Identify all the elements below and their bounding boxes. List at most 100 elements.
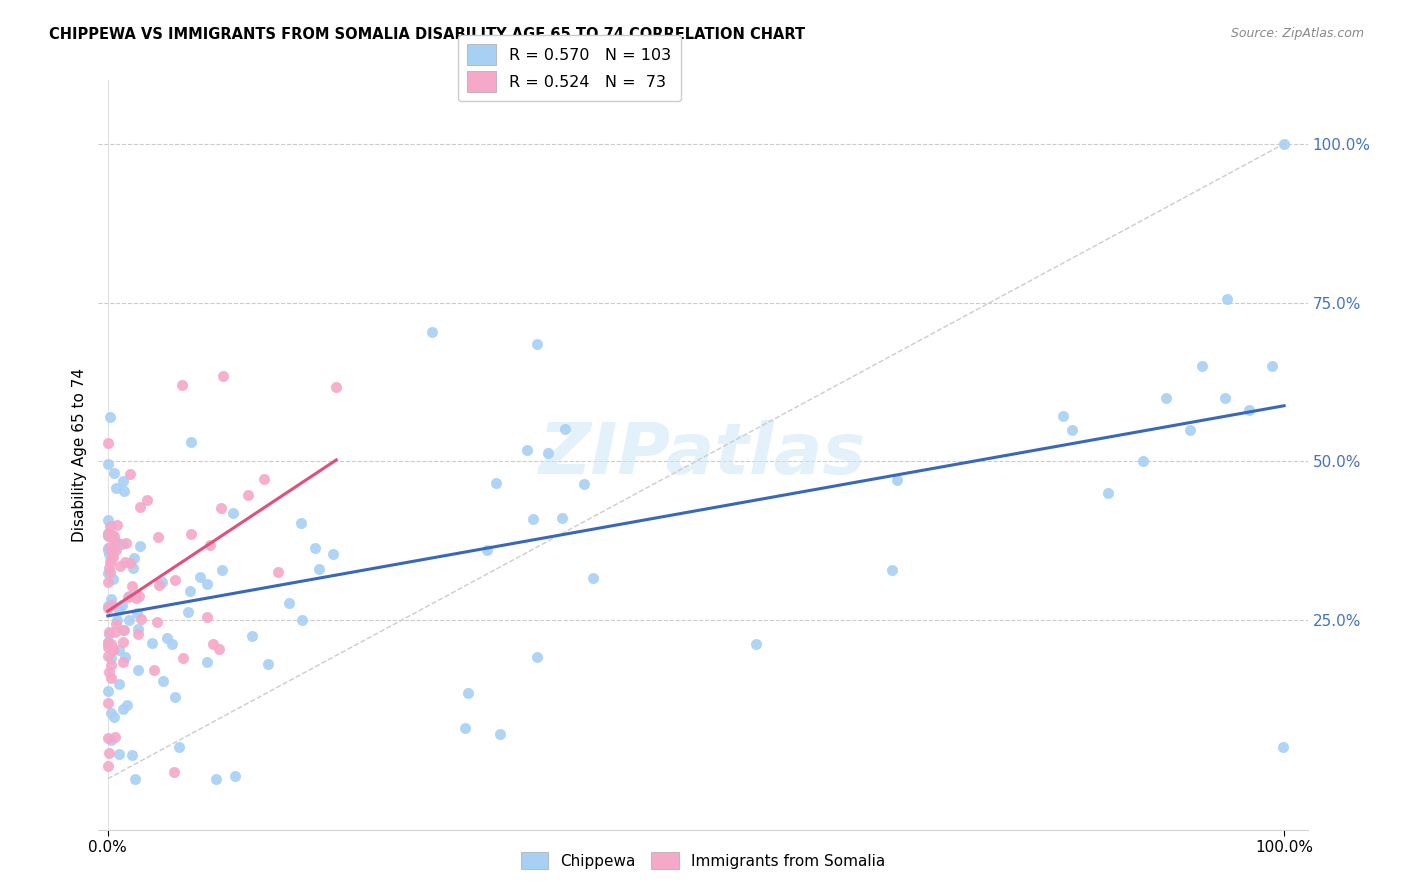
Point bbox=[180, 527, 202, 541]
Point bbox=[145, 615, 167, 629]
Point bbox=[526, 337, 548, 351]
Point bbox=[172, 650, 194, 665]
Point bbox=[97, 566, 120, 580]
Point bbox=[522, 511, 544, 525]
Point bbox=[97, 561, 120, 575]
Point bbox=[125, 607, 148, 621]
Point bbox=[100, 544, 122, 558]
Point bbox=[128, 589, 150, 603]
Point bbox=[112, 624, 135, 638]
Point bbox=[485, 475, 508, 490]
Point bbox=[97, 529, 120, 543]
Point bbox=[457, 686, 479, 700]
Point bbox=[148, 578, 170, 592]
Point bbox=[118, 589, 141, 603]
Point bbox=[103, 642, 125, 657]
Point bbox=[100, 732, 122, 747]
Point bbox=[108, 642, 131, 657]
Point bbox=[104, 731, 127, 745]
Point bbox=[201, 637, 224, 651]
Point bbox=[100, 530, 122, 544]
Point bbox=[1272, 136, 1295, 151]
Point bbox=[118, 613, 141, 627]
Point bbox=[121, 748, 143, 763]
Point bbox=[886, 473, 908, 487]
Point bbox=[195, 577, 218, 591]
Point bbox=[205, 772, 228, 786]
Point bbox=[160, 637, 183, 651]
Point bbox=[163, 690, 186, 704]
Point bbox=[129, 612, 152, 626]
Point bbox=[1156, 391, 1178, 405]
Point bbox=[111, 537, 134, 551]
Point bbox=[100, 599, 122, 613]
Point bbox=[100, 591, 122, 606]
Point bbox=[111, 598, 134, 612]
Point bbox=[124, 772, 146, 786]
Point bbox=[256, 657, 278, 672]
Point bbox=[97, 731, 120, 745]
Point bbox=[111, 702, 134, 716]
Point bbox=[152, 674, 174, 689]
Point bbox=[177, 605, 200, 619]
Point bbox=[127, 664, 149, 678]
Point bbox=[110, 558, 132, 573]
Point bbox=[104, 617, 127, 632]
Point bbox=[97, 529, 120, 543]
Point bbox=[1097, 486, 1119, 500]
Point bbox=[100, 637, 122, 651]
Point bbox=[179, 584, 201, 599]
Point bbox=[156, 631, 179, 645]
Point bbox=[105, 543, 128, 558]
Point bbox=[240, 629, 263, 643]
Point bbox=[290, 516, 312, 531]
Point bbox=[141, 636, 163, 650]
Point bbox=[188, 570, 211, 584]
Point bbox=[180, 434, 202, 449]
Point bbox=[98, 565, 121, 579]
Point bbox=[112, 484, 135, 499]
Point bbox=[120, 556, 142, 570]
Point bbox=[1132, 454, 1154, 468]
Text: Source: ZipAtlas.com: Source: ZipAtlas.com bbox=[1230, 27, 1364, 40]
Point bbox=[100, 657, 122, 672]
Point bbox=[211, 500, 233, 515]
Point bbox=[537, 446, 560, 460]
Point bbox=[582, 571, 605, 585]
Point bbox=[97, 575, 120, 590]
Point bbox=[475, 543, 498, 558]
Point bbox=[125, 591, 148, 606]
Point bbox=[108, 603, 131, 617]
Point bbox=[516, 443, 538, 458]
Point bbox=[120, 467, 142, 481]
Point bbox=[880, 563, 903, 577]
Point bbox=[100, 706, 122, 720]
Point bbox=[129, 539, 152, 553]
Point bbox=[105, 481, 128, 495]
Point bbox=[98, 555, 121, 569]
Point bbox=[105, 535, 128, 549]
Point bbox=[1213, 391, 1236, 405]
Point bbox=[107, 613, 129, 627]
Point bbox=[208, 642, 231, 657]
Point bbox=[97, 526, 120, 541]
Point bbox=[322, 547, 344, 561]
Point bbox=[136, 493, 159, 508]
Point bbox=[308, 562, 330, 576]
Point bbox=[97, 637, 120, 651]
Point bbox=[127, 623, 149, 637]
Point bbox=[200, 538, 222, 552]
Point bbox=[1216, 293, 1239, 307]
Point bbox=[97, 541, 120, 555]
Text: ZIPatlas: ZIPatlas bbox=[540, 420, 866, 490]
Point bbox=[278, 597, 301, 611]
Point bbox=[103, 529, 125, 543]
Point bbox=[104, 540, 127, 554]
Point bbox=[97, 547, 120, 561]
Point bbox=[224, 769, 246, 783]
Point bbox=[489, 727, 512, 741]
Point bbox=[97, 435, 120, 450]
Point bbox=[98, 409, 121, 424]
Point bbox=[304, 541, 326, 556]
Point bbox=[122, 551, 145, 566]
